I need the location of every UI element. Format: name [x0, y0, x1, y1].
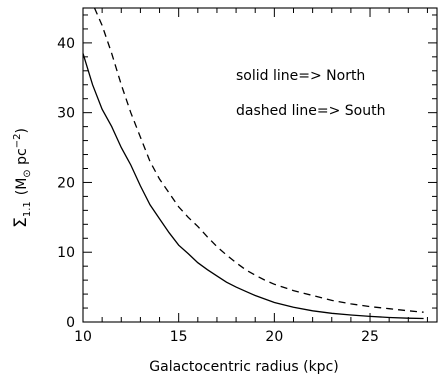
plot-border: [82, 7, 438, 323]
x-tick-label: 15: [170, 329, 188, 345]
annotation-group: solid line=> North dashed line=> South: [236, 68, 385, 119]
x-axis-label: Galactocentric radius (kpc): [149, 359, 338, 375]
x-tick-label: 25: [361, 329, 379, 345]
y-tick-label: 0: [66, 315, 75, 331]
y-tick-label: 40: [57, 36, 75, 52]
plot-frame: [82, 7, 438, 323]
series-line-dashed: [93, 7, 424, 313]
y-tick-label: 10: [57, 245, 75, 261]
y-label-unit-open: (M: [14, 178, 30, 196]
y-label-sun-symbol: ⊙: [22, 169, 33, 177]
data-lines: [82, 7, 424, 320]
y-label-exponent: −2: [12, 134, 23, 149]
annotation-south: dashed line=> South: [236, 103, 385, 119]
y-tick-label: 20: [57, 175, 75, 191]
y-label-unit-close: ): [14, 128, 30, 133]
x-tick-label: 10: [74, 329, 92, 345]
y-axis-label: Σ1.1 (M⊙ pc−2): [11, 128, 33, 228]
y-label-subscript: 1.1: [22, 201, 33, 217]
x-tick-label: 20: [265, 329, 283, 345]
series-line-solid: [82, 53, 424, 320]
y-label-sigma: Σ: [11, 217, 31, 228]
annotation-north: solid line=> North: [236, 68, 365, 84]
y-label-unit-mid: pc: [14, 148, 30, 169]
y-tick-label: 30: [57, 106, 75, 122]
